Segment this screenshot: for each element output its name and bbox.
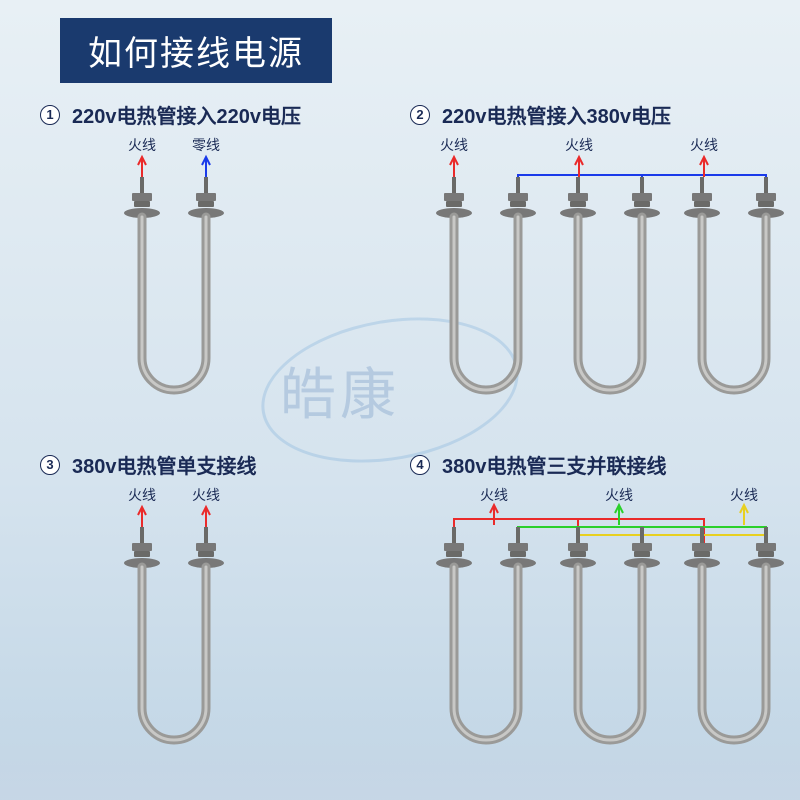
wiring-panel-3: 3 380v电热管单支接线火线 火线 [40, 450, 410, 765]
panel-heading: 220v电热管接入220v电压 [72, 100, 301, 129]
wiring-diagram-svg [410, 135, 790, 405]
panel-heading: 220v电热管接入380v电压 [442, 100, 671, 129]
diagram-area: 火线 零线 [40, 135, 410, 415]
wire-label: 火线 [565, 135, 593, 155]
wiring-panel-1: 1 220v电热管接入220v电压火线 零线 [40, 100, 410, 415]
wire-label: 火线 [690, 135, 718, 155]
wire-label: 火线 [440, 135, 468, 155]
panel-title-row: 3 380v电热管单支接线 [40, 450, 410, 479]
panel-title-row: 1 220v电热管接入220v电压 [40, 100, 410, 129]
wiring-diagram-svg [40, 135, 300, 405]
wire-label: 零线 [192, 135, 220, 155]
diagram-area: 火线 火线 [40, 485, 410, 765]
wiring-diagram-svg [40, 485, 300, 755]
wiring-panel-2: 2220v电热管接入380v电压火线火线火线 [410, 100, 780, 415]
panel-number-badge: 4 [410, 455, 430, 475]
panel-heading: 380v电热管单支接线 [72, 450, 257, 479]
wire-label: 火线 [192, 485, 220, 505]
wire-label: 火线 [605, 485, 633, 505]
wiring-panel-4: 4 380v电热管三支并联接线火线 火线 火线 [410, 450, 780, 765]
wire-label: 火线 [128, 485, 156, 505]
diagram-area: 火线 火线 火线 [410, 135, 780, 415]
panel-title-row: 4 380v电热管三支并联接线 [410, 450, 780, 479]
wire-label: 火线 [128, 135, 156, 155]
wiring-diagram-svg [410, 485, 790, 755]
panel-heading: 380v电热管三支并联接线 [442, 450, 667, 479]
panel-number-badge: 3 [40, 455, 60, 475]
panel-number-badge: 1 [40, 105, 60, 125]
panel-number-badge: 2 [410, 105, 430, 125]
wire-label: 火线 [730, 485, 758, 505]
wire-label: 火线 [480, 485, 508, 505]
page-title: 如何接线电源 [60, 18, 332, 83]
diagram-area: 火线 火线 火线 [410, 485, 780, 765]
panel-title-row: 2 220v电热管接入380v电压 [410, 100, 780, 129]
